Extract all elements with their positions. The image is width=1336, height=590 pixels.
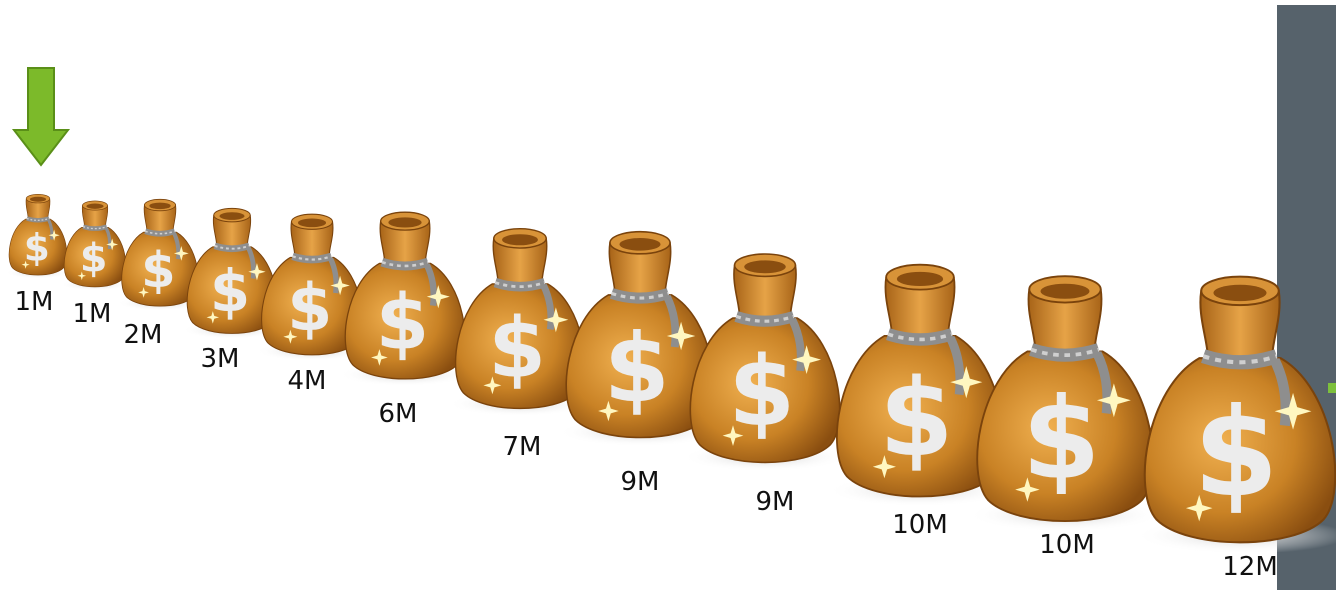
side-accent [1328,383,1336,393]
money-bag [338,212,471,386]
bag-label: 4M [288,366,327,396]
bag-label: 1M [15,287,54,317]
bag-label: 3M [201,344,240,374]
bag-label: 10M [1039,530,1095,560]
bag-label: 10M [892,510,948,540]
money-bag [682,254,848,472]
money-bag [61,201,130,291]
bag-row: 1M 1M 2M 3M 4M 6M 7M 9M 9M 10M 10M 12M [6,194,1336,582]
bag-label: 1M [73,299,112,329]
pointer-arrow [11,67,71,167]
money-bag [967,276,1163,532]
money-bag [6,194,70,278]
bag-label: 2M [124,320,163,350]
bag-label: 6M [379,399,418,429]
bag-label: 7M [503,432,542,462]
bag-label: 9M [621,467,660,497]
bag-label: 9M [756,487,795,517]
bag-label: 12M [1222,552,1278,582]
